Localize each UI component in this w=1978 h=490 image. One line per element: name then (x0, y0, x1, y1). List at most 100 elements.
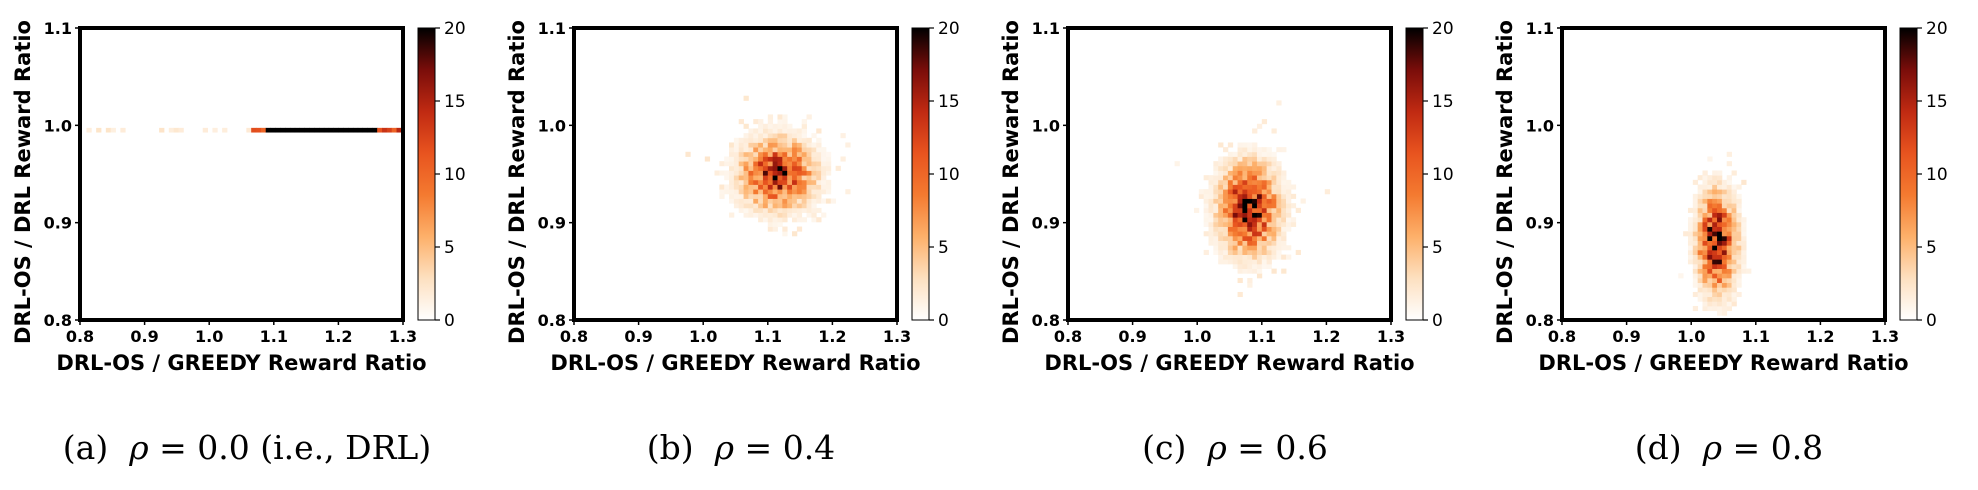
heatmap-cell (1702, 291, 1708, 298)
heatmap-cell (1237, 245, 1243, 251)
heatmap-cell (1232, 161, 1238, 167)
heatmap-cell (1702, 179, 1708, 185)
heatmap-cell (1271, 165, 1277, 171)
heatmap-cell (1227, 175, 1234, 181)
heatmap-cell (806, 114, 812, 120)
heatmap-cell (1286, 217, 1292, 223)
heatmap-cell (758, 170, 764, 176)
heatmap-cell (1232, 156, 1238, 162)
heatmap-cell (816, 189, 822, 195)
heatmap-cell (762, 170, 769, 176)
heatmap-cell (1726, 245, 1732, 251)
heatmap-cell (1223, 161, 1229, 167)
heatmap-cell (1726, 259, 1732, 265)
heatmap-cell (1712, 189, 1718, 195)
heatmap-cell (367, 127, 373, 133)
heatmap-cell (1256, 245, 1263, 251)
heatmap-cell (811, 217, 817, 223)
heatmap-cell (1286, 203, 1292, 209)
heatmap-cell (362, 127, 368, 133)
heatmap-cell (1731, 296, 1737, 302)
heatmap-cell (1247, 203, 1253, 209)
heatmap-cell (792, 128, 798, 134)
heatmap-cell (1208, 189, 1214, 195)
heatmap-cell (1276, 189, 1282, 195)
heatmap-cell (1726, 212, 1732, 218)
heatmap-cell (1741, 217, 1747, 223)
colorbar-tick-label: 15 (1432, 92, 1454, 112)
heatmap-cell (1247, 259, 1253, 265)
plot-frame (572, 26, 899, 322)
heatmap-cell (758, 184, 764, 190)
heatmap-cell (738, 207, 744, 213)
heatmap-cell (738, 119, 744, 125)
heatmap-cell (767, 179, 774, 185)
heatmap-cell (801, 198, 807, 204)
heatmap-cell (1712, 259, 1718, 265)
heatmap-cell (1692, 273, 1699, 279)
heatmap-cell (1232, 263, 1238, 270)
heatmap-cell (1247, 207, 1253, 213)
heatmap-cell (796, 212, 803, 218)
heatmap-cell (1218, 212, 1224, 218)
heatmap-cell (816, 175, 822, 181)
heatmap-cell (787, 175, 793, 181)
heatmap-cell (1692, 198, 1699, 204)
heatmap-cell (777, 133, 783, 139)
heatmap-cell (1247, 151, 1253, 157)
heatmap-cell (719, 184, 725, 190)
heatmap-cell (767, 170, 774, 176)
heatmap-cell (1218, 193, 1224, 199)
heatmap-cell (1242, 156, 1248, 162)
heatmap-cell (1692, 179, 1699, 185)
heatmap-cell (733, 179, 740, 185)
heatmap-cell (1218, 240, 1224, 246)
heatmap-cell (1242, 147, 1248, 153)
caption-label: (a) (62, 428, 109, 467)
colorbar (1899, 27, 1918, 321)
heatmap-cell (1286, 254, 1292, 260)
heatmap-cell (1237, 142, 1243, 148)
heatmap-cell (782, 165, 788, 171)
heatmap-cell (1726, 305, 1732, 312)
heatmap-cell (1726, 184, 1732, 190)
heatmap-cell (1242, 254, 1248, 260)
heatmap-cell (787, 203, 793, 209)
heatmap-cell (777, 184, 783, 190)
heatmap-cell (801, 170, 807, 176)
heatmap-cell (1252, 235, 1258, 241)
caption-rho: ρ (1702, 428, 1723, 467)
heatmap-cell (1208, 231, 1214, 237)
heatmap-cell (762, 123, 769, 129)
heatmap-cell (743, 193, 749, 199)
heatmap-cell (1271, 212, 1277, 218)
x-tick-label: 1.0 (1183, 327, 1211, 346)
heatmap-cell (1286, 245, 1292, 251)
heatmap-cell (1232, 207, 1238, 213)
heatmap-cell (1281, 207, 1287, 213)
heatmap-cell (1721, 179, 1728, 185)
heatmap-cell (743, 133, 749, 139)
heatmap-cell (1281, 268, 1287, 274)
x-tick-label: 1.2 (324, 327, 352, 346)
heatmap-cell (1717, 231, 1723, 237)
heatmap-cell (1242, 198, 1248, 204)
heatmap-cell (1721, 240, 1728, 246)
heatmap-cell (777, 212, 783, 218)
heatmap-cell (753, 165, 759, 171)
heatmap-cell (1707, 207, 1713, 213)
heatmap-cell (1223, 147, 1229, 153)
heatmap-cell (1692, 254, 1699, 260)
x-tick-label: 1.0 (1677, 327, 1705, 346)
heatmap-cell (1736, 273, 1742, 279)
heatmap-cell (1712, 291, 1718, 298)
y-tick-label: 0.8 (538, 311, 566, 330)
heatmap-cell (777, 114, 783, 120)
heatmap-cell (1252, 259, 1258, 265)
heatmap-cell (777, 175, 783, 181)
heatmap-cell (1247, 226, 1253, 232)
caption-equation: = 0.0 (i.e., DRL) (148, 428, 432, 467)
heatmap-cell (782, 193, 788, 199)
heatmap-cell (1271, 249, 1277, 255)
heatmap-cell (1692, 277, 1699, 284)
